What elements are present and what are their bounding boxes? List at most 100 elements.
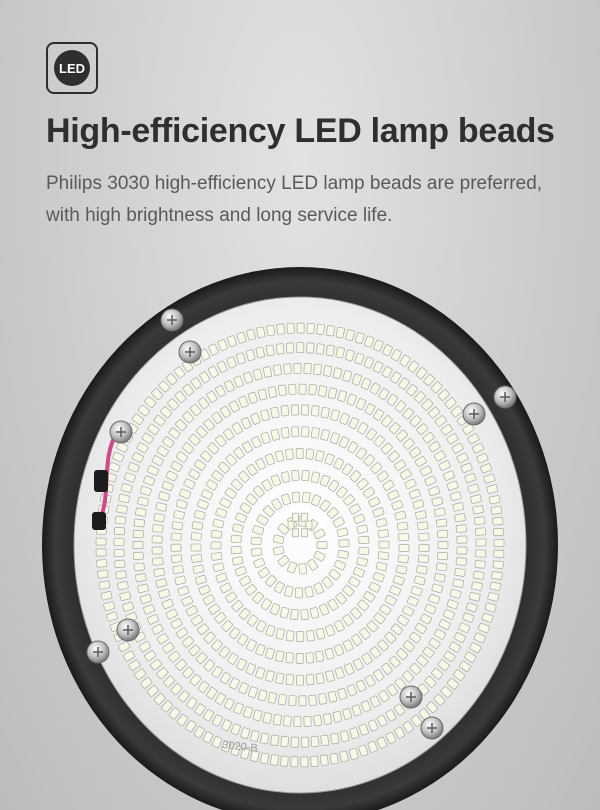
led-bead xyxy=(357,599,370,612)
led-bead xyxy=(271,498,283,511)
led-bead xyxy=(394,726,406,739)
led-bead xyxy=(175,627,189,639)
led-bead xyxy=(206,687,218,700)
led-bead xyxy=(151,535,163,544)
led-bead xyxy=(165,608,178,620)
led-bead xyxy=(410,585,423,597)
led-bead xyxy=(257,388,268,401)
led-bead xyxy=(252,709,263,722)
led-bead xyxy=(200,450,213,463)
led-bead xyxy=(362,487,375,499)
screw-slot xyxy=(469,409,479,419)
led-bead xyxy=(273,714,282,726)
led-bead xyxy=(152,557,164,566)
led-bead xyxy=(170,460,183,472)
led-bead xyxy=(151,623,164,635)
led-bead xyxy=(212,518,225,529)
led-bead xyxy=(143,604,156,615)
led-bead xyxy=(257,567,271,579)
led-bead xyxy=(396,521,409,531)
led-bead xyxy=(379,603,392,616)
led-bead xyxy=(133,562,145,572)
led-bead xyxy=(185,605,198,617)
led-bead xyxy=(422,646,435,659)
led-bead xyxy=(315,450,325,462)
screw-slot xyxy=(93,647,103,657)
led-bead xyxy=(133,518,145,528)
led-bead xyxy=(354,352,365,365)
led-bead xyxy=(417,521,429,531)
led-bead xyxy=(332,516,345,528)
led-bead xyxy=(225,453,238,467)
led-bead xyxy=(458,622,471,633)
led-badge-label: LED xyxy=(54,50,90,86)
led-bead xyxy=(196,623,210,635)
led-bead xyxy=(272,545,285,556)
led-bead xyxy=(285,674,294,686)
led-bead xyxy=(202,594,216,606)
led-bead xyxy=(316,323,325,335)
led-bead xyxy=(232,523,244,533)
led-bead xyxy=(291,469,300,481)
led-bead xyxy=(373,669,385,682)
led-bead xyxy=(355,447,368,460)
led-bead xyxy=(424,603,437,615)
led-bead xyxy=(404,478,417,490)
led-bead xyxy=(273,364,282,376)
led-bead xyxy=(260,732,270,745)
led-bead xyxy=(217,339,228,352)
led-bead xyxy=(438,460,451,471)
led-bead xyxy=(323,365,333,377)
led-bead xyxy=(364,674,376,687)
led-bead xyxy=(280,736,289,748)
led-bead xyxy=(158,491,171,502)
led-bead xyxy=(449,588,462,599)
led-bead xyxy=(380,442,393,455)
led-bead xyxy=(276,323,285,335)
led-bead xyxy=(396,614,409,627)
led-bead xyxy=(156,667,169,680)
led-bead xyxy=(123,472,136,483)
led-bead xyxy=(188,433,201,446)
led-bead xyxy=(240,727,251,740)
led-bead xyxy=(270,474,282,487)
led-bead xyxy=(493,539,505,547)
led-bead xyxy=(433,628,446,640)
led-bead xyxy=(369,646,382,659)
led-bead xyxy=(231,600,244,612)
led-bead xyxy=(386,393,399,406)
led-bead xyxy=(265,344,275,357)
led-bead xyxy=(226,335,238,348)
led-bead xyxy=(286,322,295,334)
led-bead xyxy=(356,524,369,534)
led-bead xyxy=(350,607,362,620)
led-bead xyxy=(372,408,385,421)
led-bead xyxy=(175,499,188,510)
led-bead xyxy=(335,326,345,339)
led-bead xyxy=(335,592,348,605)
screw-slot xyxy=(500,392,510,402)
led-bead xyxy=(275,343,285,355)
led-bead xyxy=(431,667,444,680)
led-bead xyxy=(205,479,218,491)
led-bead xyxy=(215,507,228,518)
led-bead xyxy=(280,405,290,417)
led-bead xyxy=(214,434,227,448)
led-bead xyxy=(303,363,312,375)
led-bead xyxy=(305,520,313,530)
led-bead xyxy=(428,637,441,650)
led-bead xyxy=(117,580,129,591)
led-bead xyxy=(253,557,266,569)
led-bead xyxy=(484,602,497,613)
led-bead xyxy=(452,578,464,588)
led-bead xyxy=(473,516,486,526)
led-bead xyxy=(161,480,174,492)
led-bead xyxy=(342,707,353,720)
led-bead xyxy=(351,704,362,717)
led-bead xyxy=(334,667,345,679)
led-bead xyxy=(440,423,453,436)
led-bead xyxy=(319,474,331,487)
led-bead xyxy=(171,554,183,563)
led-bead xyxy=(290,756,299,768)
